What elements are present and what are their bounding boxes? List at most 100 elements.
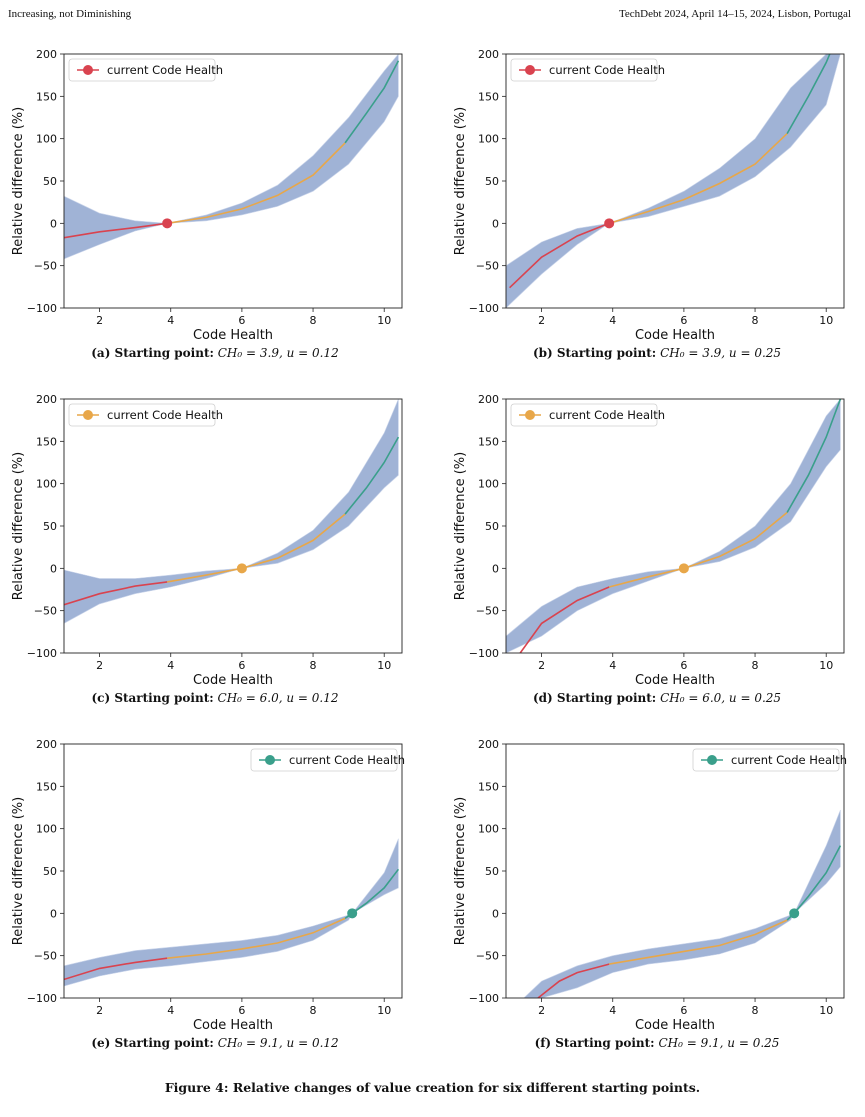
current-point-marker [236,563,247,574]
plot-frame [63,398,403,654]
caption-b: (b) Starting point: CH₀ = 3.9, u = 0.25 [532,346,782,360]
legend-marker [83,65,93,75]
subfigure-d: −100 −50 0 50 100 150 200 2 4 6 8 10 Code Health Rela… [442,385,865,730]
x-tick-label: 6 [238,1004,245,1017]
y-tick-label: 50 [485,175,499,188]
uncertainty-band [506,54,841,308]
subfigure-e: −100 −50 0 50 100 150 200 2 4 6 8 10 Code Health Rela… [0,730,430,1075]
legend-marker [265,755,275,765]
plot-area [64,399,400,624]
y-tick-label: 0 [50,907,57,920]
y-tick-label: 200 [478,393,499,406]
y-tick-label: 150 [36,90,57,103]
x-tick-label: 10 [819,659,833,672]
y-tick-label: −100 [27,992,57,1005]
y-tick-label: 50 [43,865,57,878]
y-tick-label: −100 [469,302,499,315]
series-line-red [64,957,168,981]
legend: current Code Health [510,403,665,427]
caption-d: (d) Starting point: CH₀ = 6.0, u = 0.25 [532,691,782,705]
y-tick-label: 100 [478,478,499,491]
x-axis-label: Code Health [193,673,273,688]
series-line-red [64,222,168,239]
y-axis-label: Relative difference (%) [453,452,468,600]
x-tick-label: 6 [680,314,687,327]
x-tick-label: 10 [377,314,391,327]
chart-d: −100 −50 0 50 100 150 200 2 4 6 8 10 Code Health Rela… [453,393,845,688]
current-point-marker [347,908,358,919]
y-axis-label: Relative difference (%) [453,797,468,945]
current-point-marker [604,218,615,229]
legend-label: current Code Health [107,408,223,422]
legend-label: current Code Health [289,753,405,767]
x-tick-label: 6 [238,314,245,327]
y-tick-label: 0 [492,217,499,230]
y-tick-label: 150 [36,780,57,793]
legend-marker [525,410,535,420]
legend-marker [525,65,535,75]
series-line-teal [786,399,842,513]
y-tick-label: −50 [34,260,57,273]
series-line-red [537,963,610,998]
series-line-teal [344,60,400,144]
x-tick-label: 6 [680,1004,687,1017]
x-tick-label: 8 [752,659,759,672]
y-tick-label: 50 [485,865,499,878]
y-tick-label: 200 [478,738,499,751]
y-tick-label: −50 [476,605,499,618]
legend-label: current Code Health [107,63,223,77]
y-tick-label: 200 [478,48,499,61]
x-tick-label: 4 [167,659,174,672]
series-line-orange [167,513,346,583]
subfigure-b: −100 −50 0 50 100 150 200 2 4 6 8 10 Code Health Rela… [442,40,865,385]
y-axis-label: Relative difference (%) [453,107,468,255]
series-line-red [519,586,610,653]
y-tick-label: 100 [36,823,57,836]
y-tick-label: 100 [478,133,499,146]
legend-label: current Code Health [731,753,847,767]
plot-area [506,54,841,308]
uncertainty-band [506,399,841,653]
y-tick-label: 0 [50,562,57,575]
chart-e: −100 −50 0 50 100 150 200 2 4 6 8 10 Code Health Rela… [11,738,405,1033]
x-tick-label: 2 [96,1004,103,1017]
legend-box [250,748,398,772]
uncertainty-band [523,809,841,998]
x-tick-label: 6 [680,659,687,672]
legend: current Code Health [692,748,847,772]
y-tick-label: 100 [478,823,499,836]
x-tick-label: 4 [167,314,174,327]
legend: current Code Health [68,58,223,82]
x-axis-label: Code Health [193,1018,273,1033]
y-tick-label: 200 [36,48,57,61]
plot-area [523,809,842,998]
x-tick-label: 4 [609,659,616,672]
x-tick-label: 10 [377,659,391,672]
legend-box [68,58,216,82]
y-tick-label: 100 [36,133,57,146]
y-tick-label: 0 [492,562,499,575]
legend-box [510,58,658,82]
series-line-orange [608,133,788,225]
uncertainty-band [64,54,399,260]
series-line-orange [167,917,346,959]
series-line-teal [786,54,831,134]
x-tick-label: 10 [377,1004,391,1017]
x-tick-label: 8 [752,314,759,327]
x-tick-label: 8 [310,1004,317,1017]
y-tick-label: −50 [34,950,57,963]
caption-c: (c) Starting point: CH₀ = 6.0, u = 0.12 [91,691,339,705]
legend-marker [83,410,93,420]
y-tick-label: −100 [27,302,57,315]
x-tick-label: 8 [310,659,317,672]
uncertainty-band [64,399,399,624]
y-tick-label: −50 [34,605,57,618]
legend-label: current Code Health [549,63,665,77]
y-tick-label: 50 [43,520,57,533]
y-tick-label: −100 [469,647,499,660]
legend-label: current Code Health [549,408,665,422]
x-tick-label: 10 [819,1004,833,1017]
x-axis-label: Code Health [635,673,715,688]
y-tick-label: 150 [478,435,499,448]
series-line-orange [609,919,788,965]
